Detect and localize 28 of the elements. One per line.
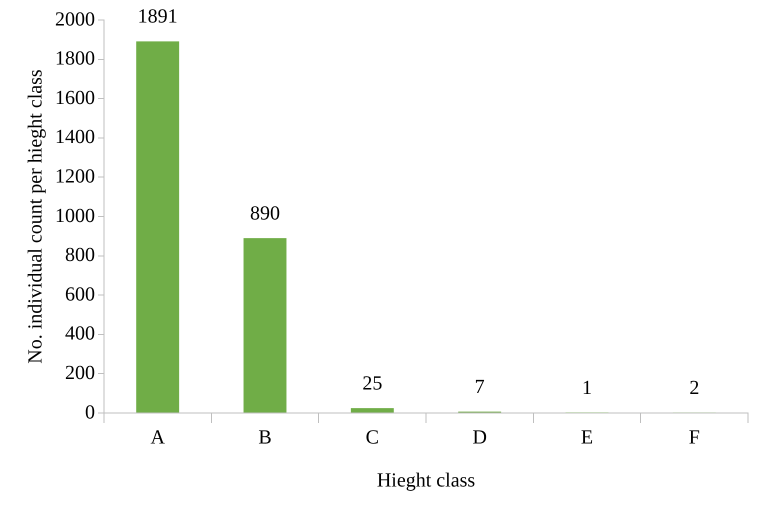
x-tick-label: B: [258, 426, 272, 448]
y-axis-title: No. individual count per hieght class: [24, 69, 46, 364]
x-tick-label: C: [366, 426, 380, 448]
data-label: 1: [582, 377, 592, 400]
y-tick-label: 2000: [55, 8, 95, 30]
y-tick-label: 800: [65, 244, 95, 266]
y-tick-label: 1000: [55, 204, 95, 227]
data-label: 25: [362, 372, 382, 394]
y-tick-label: 1400: [55, 126, 95, 148]
data-label: 890: [250, 202, 280, 224]
y-tick-label: 200: [65, 362, 95, 384]
bar: [136, 41, 180, 412]
x-tick-label: F: [688, 426, 700, 448]
y-tick-label: 1600: [55, 86, 95, 109]
bar: [350, 408, 394, 412]
y-tick-label: 400: [65, 322, 95, 345]
x-axis-title: Hieght class: [376, 469, 476, 492]
x-tick-label: A: [150, 426, 166, 448]
data-label: 7: [474, 376, 485, 398]
data-label: 1891: [138, 6, 178, 28]
y-tick-label: 600: [65, 283, 95, 306]
data-label: 2: [689, 376, 700, 399]
x-tick-label: E: [580, 426, 594, 448]
bar: [244, 238, 286, 412]
y-tick-label: 0: [85, 401, 95, 424]
x-tick-label: D: [472, 426, 487, 448]
y-tick-label: 1800: [55, 48, 95, 70]
y-tick-label: 1200: [55, 165, 95, 188]
